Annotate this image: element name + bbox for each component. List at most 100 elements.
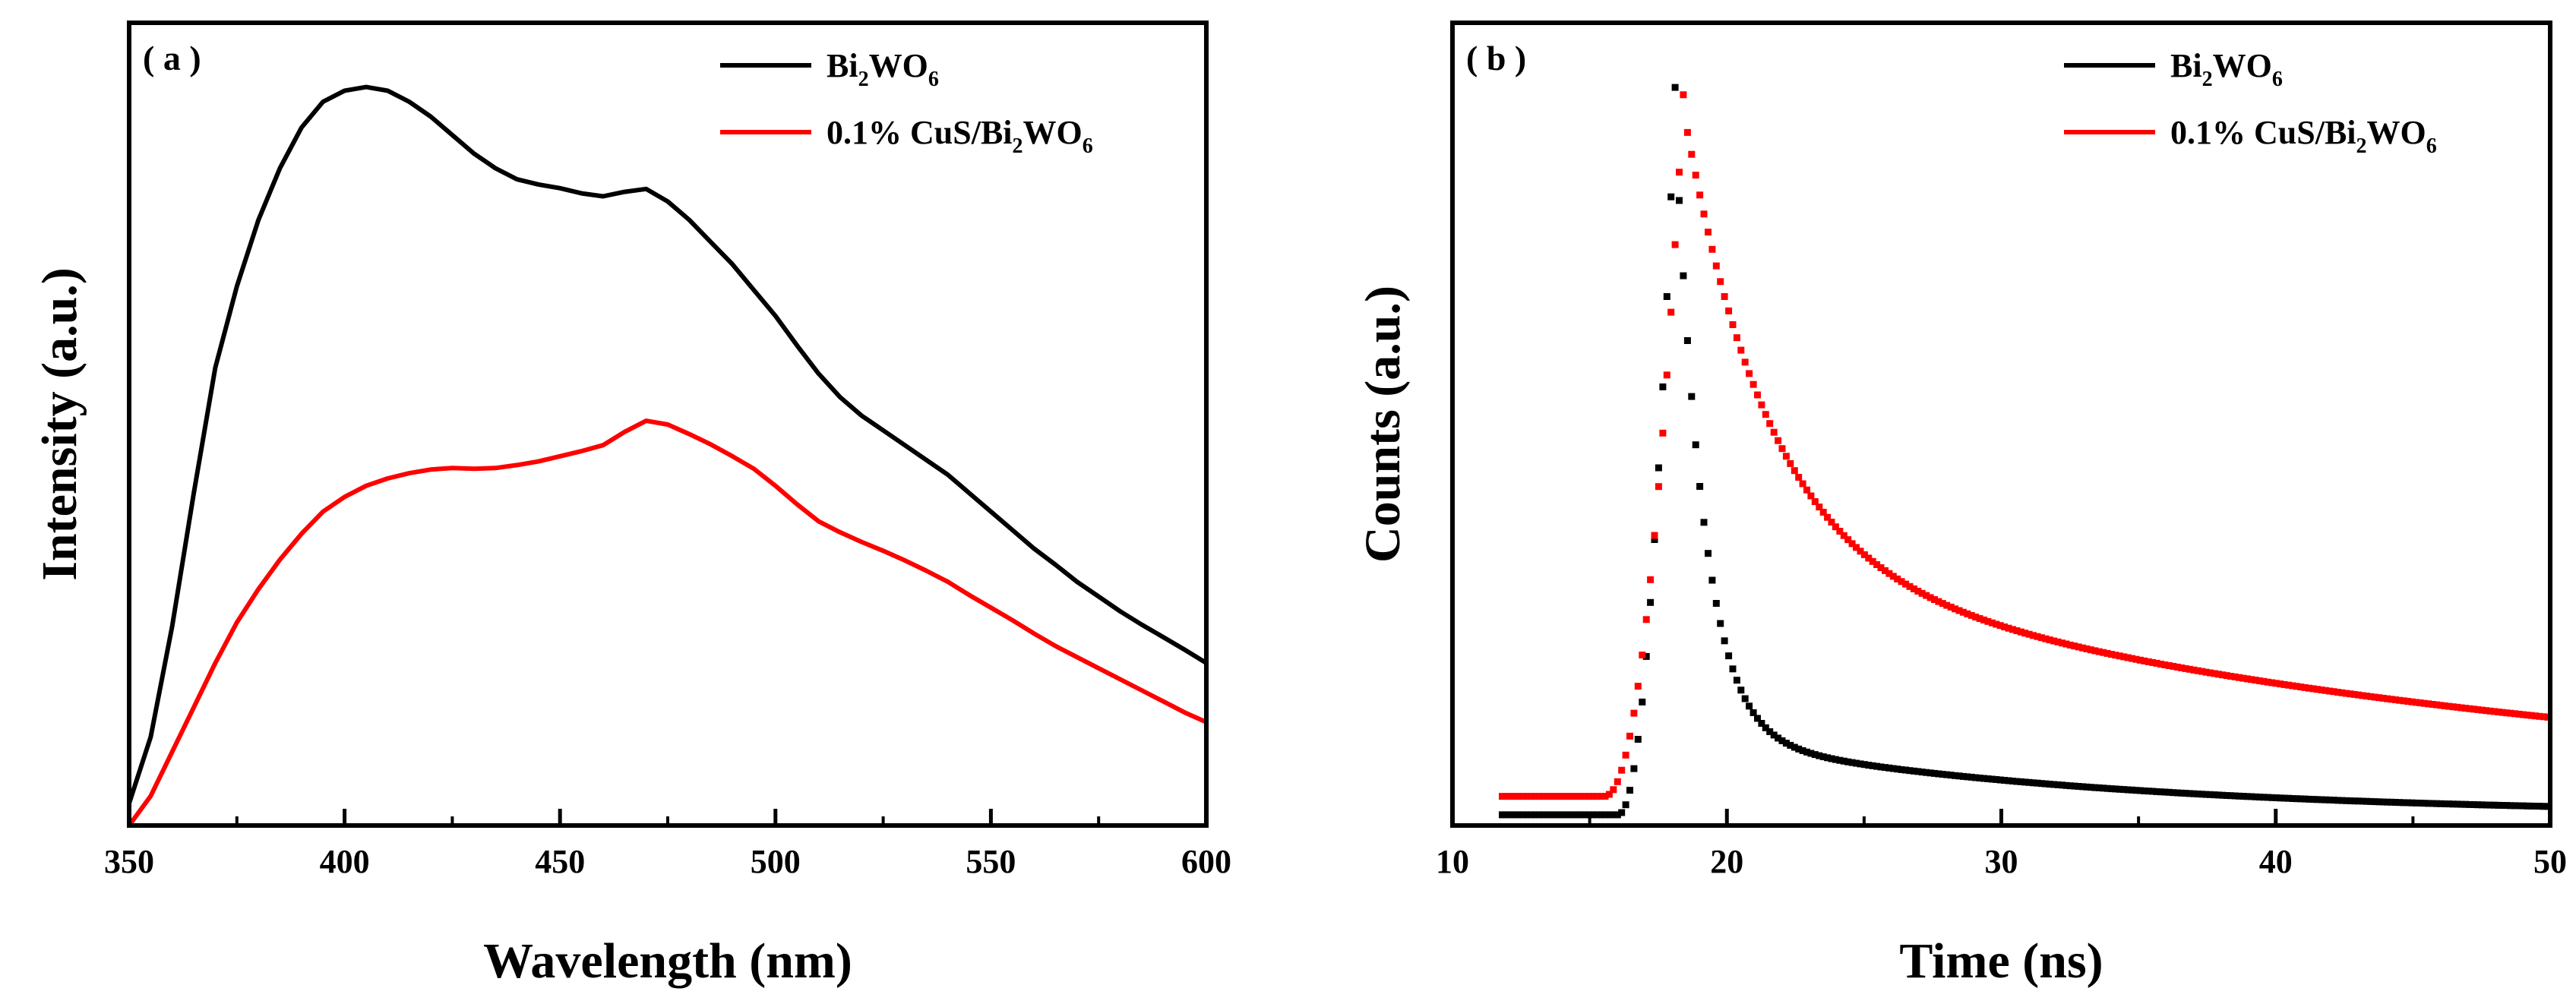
panel-b-series-1-point xyxy=(2042,635,2050,642)
panel-b-series-0-point xyxy=(1993,776,2000,783)
panel-b-series-0-point xyxy=(2124,786,2132,794)
panel-b-series-0-point xyxy=(1655,464,1662,472)
panel-b-series-1-point xyxy=(1778,445,1786,453)
panel-b-series-0-point xyxy=(1885,764,1893,772)
panel-b-series-0-point xyxy=(1857,760,1864,768)
panel-b-series-1-point xyxy=(2034,633,2041,640)
panel-b-series-0-point xyxy=(1882,764,1889,772)
panel-b-series-0-point xyxy=(1560,811,1568,819)
panel-b-series-0-point xyxy=(1959,772,1967,780)
panel-b-series-0-point xyxy=(2544,803,2552,810)
panel-b-series-1-point xyxy=(1996,622,2004,630)
panel-b-series-0-point xyxy=(1803,748,1810,756)
panel-b-series-1-point xyxy=(2182,664,2189,672)
panel-b-series-1-point xyxy=(2388,696,2395,703)
panel-b-series-1-point xyxy=(1910,585,1917,592)
panel-b-series-0-point xyxy=(2059,781,2066,789)
panel-b-series-0-point xyxy=(2375,798,2383,806)
panel-b-series-1-point xyxy=(2243,675,2251,683)
panel-b-series-1-point xyxy=(2334,689,2341,696)
panel-b-series-0-point xyxy=(2371,798,2378,806)
panel-b-legend-label: Bi2WO6 xyxy=(2170,47,2283,91)
panel-b-series-0-point xyxy=(2236,792,2243,800)
panel-b-series-1-point xyxy=(2116,652,2123,660)
panel-b-series-1-point xyxy=(1840,532,1847,539)
panel-b-series-0-point xyxy=(2050,781,2058,788)
panel-b-series-1-point xyxy=(1816,504,1823,511)
panel-b-series-0-point xyxy=(1746,702,1753,710)
panel-b-series-0-point xyxy=(2342,797,2350,804)
panel-b-series-1-point xyxy=(1746,370,1753,377)
panel-b-series-0-point xyxy=(2285,794,2292,802)
panel-b-series-1-point xyxy=(1860,551,1868,558)
panel-b-series-0-point xyxy=(1832,756,1839,763)
panel-b-series-0-point xyxy=(1972,774,1980,781)
panel-b-series-0-point xyxy=(1531,811,1539,819)
panel-b-series-1-point xyxy=(1758,401,1765,409)
panel-b-series-1-point xyxy=(2297,683,2305,691)
panel-b-series-1-point xyxy=(1601,793,1609,800)
panel-b-series-0-point xyxy=(1824,754,1832,762)
panel-b-series-0-point xyxy=(2400,799,2407,807)
panel-b-series-1-point xyxy=(1869,557,1876,565)
panel-b-series-1-point xyxy=(1803,486,1810,494)
panel-b-series-1-point xyxy=(2486,707,2494,715)
panel-b-series-0-point xyxy=(1935,770,1942,778)
panel-b-series-0-point xyxy=(1721,637,1728,645)
panel-b-series-1-point xyxy=(1762,411,1769,418)
panel-b-series-1-point xyxy=(2145,658,2152,665)
panel-b-series-0-point xyxy=(1968,773,1975,781)
panel-b-series-0-point xyxy=(2248,793,2255,800)
panel-b-series-0-point xyxy=(2445,800,2453,808)
panel-b-series-1-point xyxy=(2511,710,2518,718)
panel-b-series-1-point xyxy=(1799,480,1806,488)
panel-b-series-0-point xyxy=(2153,788,2160,795)
panel-b-series-0-point xyxy=(2425,800,2432,807)
panel-b-series-1-point xyxy=(2211,670,2218,677)
panel-b-series-1-point xyxy=(2161,661,2169,668)
panel-b-series-1-point xyxy=(2202,668,2210,676)
panel-b-series-0-point xyxy=(1873,762,1881,770)
panel-b-series-1-point xyxy=(2153,659,2160,667)
panel-b-series-0-point xyxy=(2536,803,2543,810)
panel-b-series-0-point xyxy=(2454,800,2461,808)
panel-b-series-0-point xyxy=(1639,698,1646,706)
panel-b-x-axis-title: Time (ns) xyxy=(1899,933,2103,989)
panel-b-series-0-point xyxy=(2071,782,2078,790)
panel-a-label: ( a ) xyxy=(143,39,201,77)
panel-b-series-0-point xyxy=(2132,787,2140,794)
panel-b-series-0-point xyxy=(1680,272,1687,279)
panel-b-series-0-point xyxy=(2091,784,2099,791)
panel-b-series-1-point xyxy=(2470,706,2477,713)
panel-b-series-1-point xyxy=(1663,371,1670,379)
panel-b-series-1-point xyxy=(2293,683,2300,690)
panel-b-series-1-point xyxy=(2330,688,2337,696)
panel-b-series-0-point xyxy=(2429,800,2436,807)
panel-b-series-1-point xyxy=(1889,573,1897,580)
panel-b-series-1-point xyxy=(1548,793,1556,800)
panel-b-series-1-point xyxy=(1630,709,1638,717)
panel-b-series-1-point xyxy=(1807,492,1815,500)
panel-b-series-1-point xyxy=(2005,624,2012,632)
panel-b-series-1-point xyxy=(1828,519,1835,526)
panel-b-series-0-point xyxy=(2227,792,2235,800)
panel-b-series-1-point xyxy=(1696,191,1704,199)
panel-b-series-1-point xyxy=(1564,793,1572,800)
panel-b-series-1-point xyxy=(2095,648,2103,655)
panel-b-series-0-point xyxy=(2524,802,2531,810)
panel-b-series-1-point xyxy=(2524,712,2531,719)
panel-b-series-1-point xyxy=(2120,653,2128,661)
panel-b-series-1-point xyxy=(2347,690,2354,698)
panel-b-series-0-point xyxy=(2165,788,2173,796)
panel-b-series-0-point xyxy=(2309,796,2317,803)
panel-b-series-1-point xyxy=(2141,657,2148,664)
panel-b-series-1-point xyxy=(1931,596,1938,603)
panel-b-series-0-point xyxy=(1712,600,1720,607)
panel-b-series-1-point xyxy=(2083,645,2091,652)
panel-b-series-1-point xyxy=(2227,673,2235,680)
panel-b-series-0-point xyxy=(2136,787,2144,794)
panel-b-series-0-point xyxy=(1923,769,1930,776)
panel-b-series-1-point xyxy=(2198,668,2206,675)
panel-b-series-1-point xyxy=(2214,671,2222,678)
panel-b-series-1-point xyxy=(1519,793,1527,800)
